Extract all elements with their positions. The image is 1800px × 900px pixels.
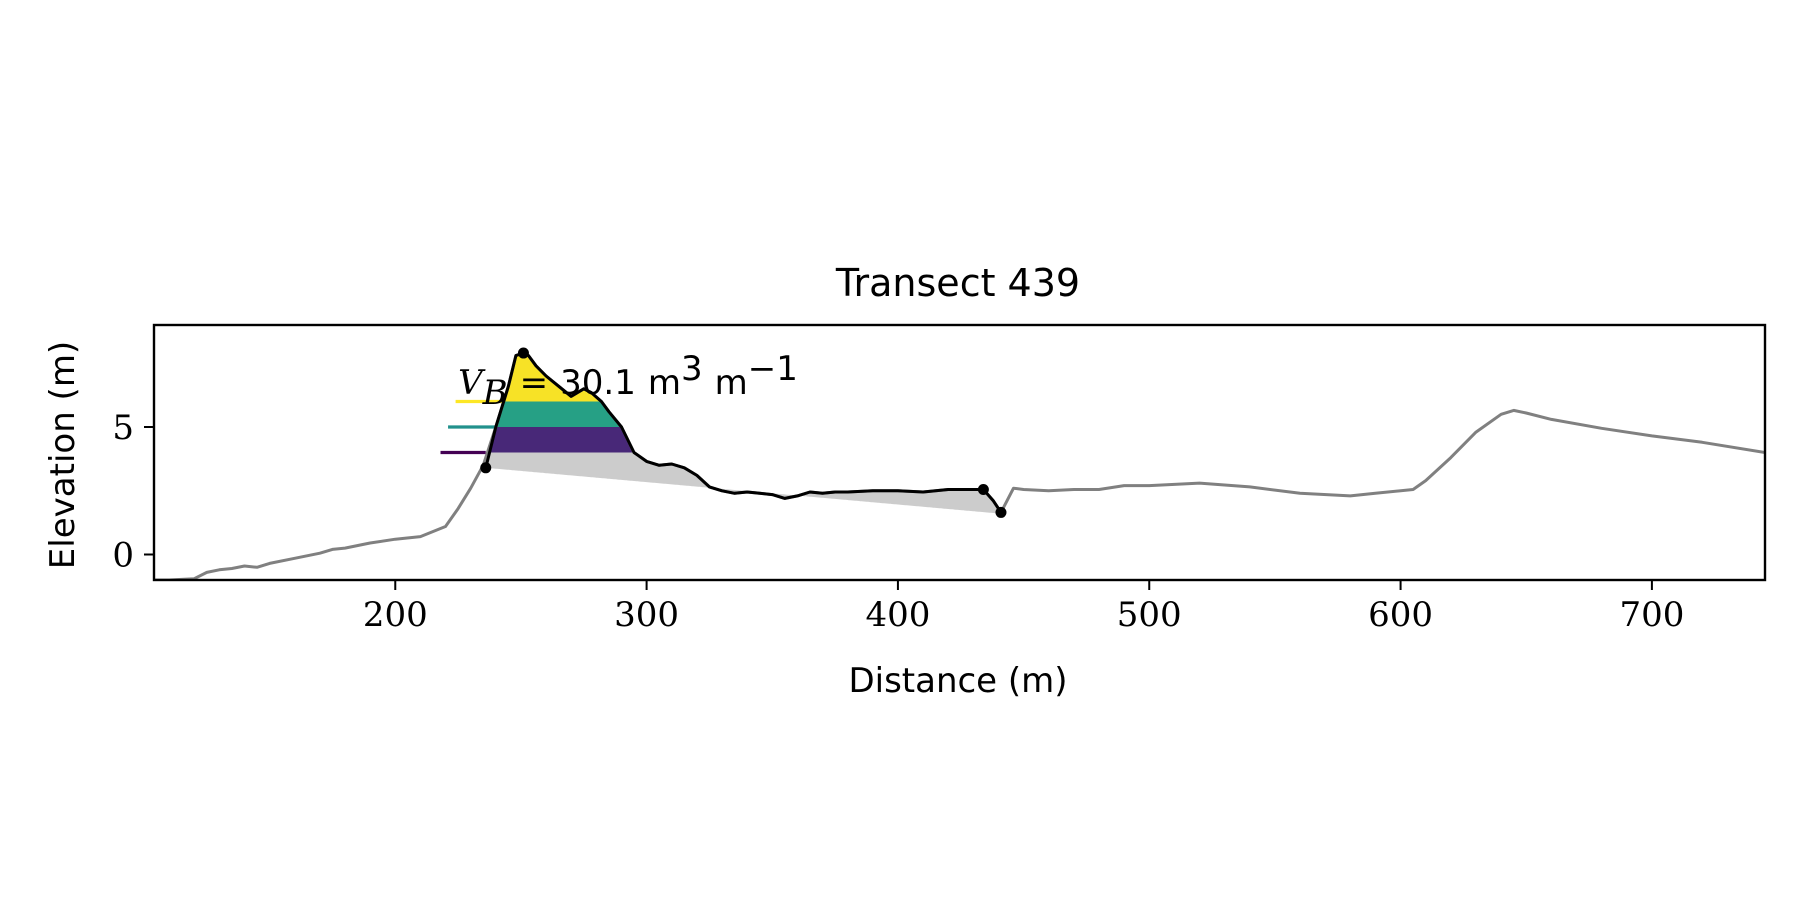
- x-tick-label-700: 700: [1619, 595, 1684, 635]
- annotation-per-unit: m: [715, 363, 748, 403]
- volume-band-2: [495, 401, 622, 427]
- annotation-unit-exponent: 3: [681, 349, 703, 389]
- x-axis-ticks: 200 300 400 500 600 700: [363, 580, 1684, 635]
- volume-band-3: [504, 353, 602, 402]
- annotation-subscript: B: [482, 373, 508, 413]
- annotation-unit: m: [648, 363, 681, 403]
- x-tick-label-400: 400: [865, 595, 930, 635]
- volume-band-1: [489, 427, 634, 453]
- dune-point-3: [977, 483, 989, 495]
- base-area: [485, 353, 1001, 514]
- x-tick-label-300: 300: [614, 595, 679, 635]
- x-tick-label-200: 200: [363, 595, 428, 635]
- y-tick-label-5: 5: [112, 408, 134, 448]
- annotation-per-exponent: −1: [748, 349, 798, 389]
- annotation-equals: =: [520, 363, 549, 403]
- chart-title: Transect 439: [835, 261, 1080, 305]
- dune-profile-line: [484, 351, 1003, 514]
- dune-point-1: [480, 462, 492, 474]
- y-axis-ticks: 05: [112, 408, 154, 576]
- y-axis-label: Elevation (m): [43, 341, 83, 569]
- plot-area: [154, 347, 1765, 580]
- x-tick-label-500: 500: [1117, 595, 1182, 635]
- volume-annotation-text: VB = 30.1 m3 m−1: [458, 349, 798, 413]
- y-tick-label-0: 0: [112, 536, 134, 576]
- volume-annotation: VB = 30.1 m3 m−1: [458, 349, 798, 413]
- dune-point-2: [517, 347, 529, 359]
- annotation-value: 30.1: [560, 363, 636, 403]
- elevation-profile-line: [154, 351, 1765, 580]
- plot-layer: [154, 347, 1765, 580]
- x-axis-label: Distance (m): [848, 661, 1067, 701]
- x-tick-label-600: 600: [1368, 595, 1433, 635]
- annotation-symbol: V: [458, 363, 486, 403]
- dune-point-4: [995, 506, 1007, 518]
- axes-frame: [152, 323, 1767, 582]
